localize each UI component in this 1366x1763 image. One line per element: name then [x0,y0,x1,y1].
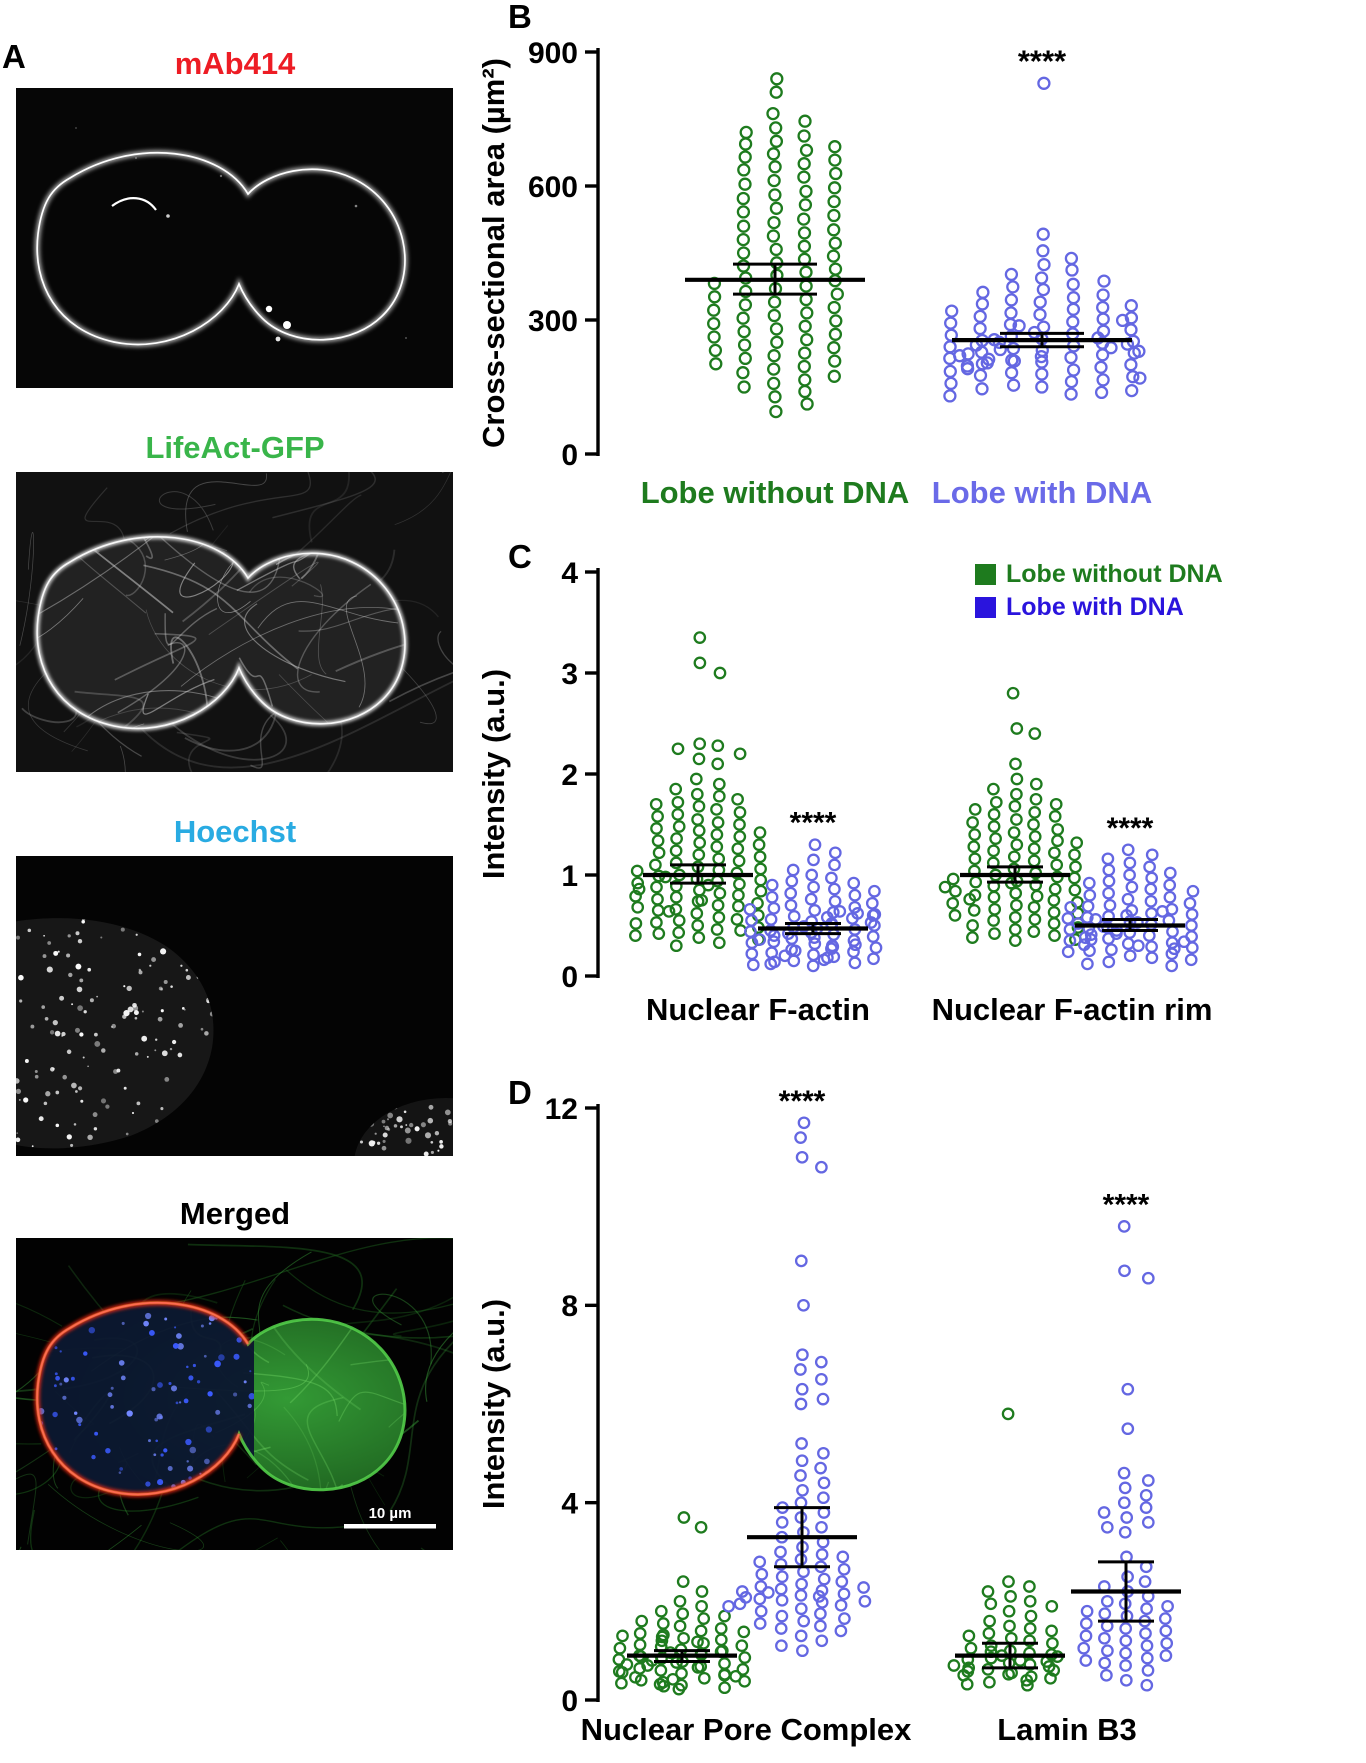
panel-c-scatter-chart: 0 1 2 3 4 Intensity (a.u.) **** **** Nuclear F-a… [476,557,1223,1027]
mab414-micrograph-image [16,88,453,388]
svg-text:10 µm: 10 µm [369,1505,412,1522]
svg-text:****: **** [1107,812,1154,845]
svg-text:0: 0 [561,1685,578,1718]
svg-text:4: 4 [561,557,578,590]
panel-b-scatter-chart: 0 300 600 900 Cross-sectional area (µm²) ****… [476,37,1152,510]
micrograph-title-hoechst: Hoechst [173,814,297,849]
panel-d-scatter-chart: 0 4 8 12 Intensity (a.u.) **** **** Nuclear Por… [476,1085,1181,1747]
hoechst-micrograph-image [16,856,453,1156]
svg-text:****: **** [1018,43,1067,78]
svg-text:****: **** [779,1085,826,1118]
micrograph-block-lifeact: LifeAct-GFP [16,430,454,772]
panel-label-b: B [508,0,532,35]
panel-c-chart-box: 0 1 2 3 4 Intensity (a.u.) **** **** Nuclear F-a… [470,548,1366,1080]
svg-text:Lobe with DNA: Lobe with DNA [1006,593,1184,621]
svg-text:900: 900 [528,37,578,70]
svg-text:12: 12 [545,1093,578,1126]
svg-text:8: 8 [561,1290,578,1323]
svg-text:600: 600 [528,171,578,204]
svg-text:Lamin B3: Lamin B3 [997,1712,1137,1747]
svg-text:4: 4 [561,1487,578,1520]
micrograph-block-mab414: mAb414 [16,46,454,388]
svg-text:0: 0 [561,961,578,994]
svg-text:Nuclear Pore Complex: Nuclear Pore Complex [581,1712,913,1747]
svg-text:Cross-sectional area (µm²): Cross-sectional area (µm²) [476,58,511,448]
svg-text:Intensity (a.u.): Intensity (a.u.) [476,1299,511,1509]
merged-micrograph-image: 10 µm [16,1238,453,1550]
svg-text:Intensity (a.u.): Intensity (a.u.) [476,669,511,879]
panel-label-a: A [2,38,26,75]
panel-b-chart-box: 0 300 600 900 Cross-sectional area (µm²) ****… [470,6,1366,544]
svg-text:2: 2 [561,759,578,792]
svg-text:300: 300 [528,305,578,338]
micrograph-title-lifeact-gfp: LifeAct-GFP [145,430,325,465]
panel-label-d: D [508,1074,532,1111]
lifeact-gfp-micrograph-image [16,472,453,772]
micrograph-title-merged: Merged [179,1196,291,1231]
micrograph-title-mab414: mAb414 [174,46,296,81]
micrograph-block-hoechst: Hoechst [16,814,454,1156]
panel-label-c: C [508,538,532,575]
micrograph-block-merged: Merged 10 µm [16,1196,454,1550]
panel-d-chart-box: 0 4 8 12 Intensity (a.u.) **** **** Nuclear Por… [470,1078,1366,1763]
svg-text:1: 1 [561,860,578,893]
svg-text:Nuclear F-actin rim: Nuclear F-actin rim [932,992,1213,1027]
svg-text:Lobe without DNA: Lobe without DNA [1006,560,1223,588]
svg-text:Lobe without DNA: Lobe without DNA [641,475,910,510]
svg-text:Lobe with DNA: Lobe with DNA [932,475,1152,510]
svg-text:3: 3 [561,658,578,691]
svg-text:****: **** [790,807,837,840]
svg-text:****: **** [1103,1188,1150,1221]
svg-text:Nuclear F-actin: Nuclear F-actin [646,992,870,1027]
svg-text:0: 0 [561,439,578,472]
